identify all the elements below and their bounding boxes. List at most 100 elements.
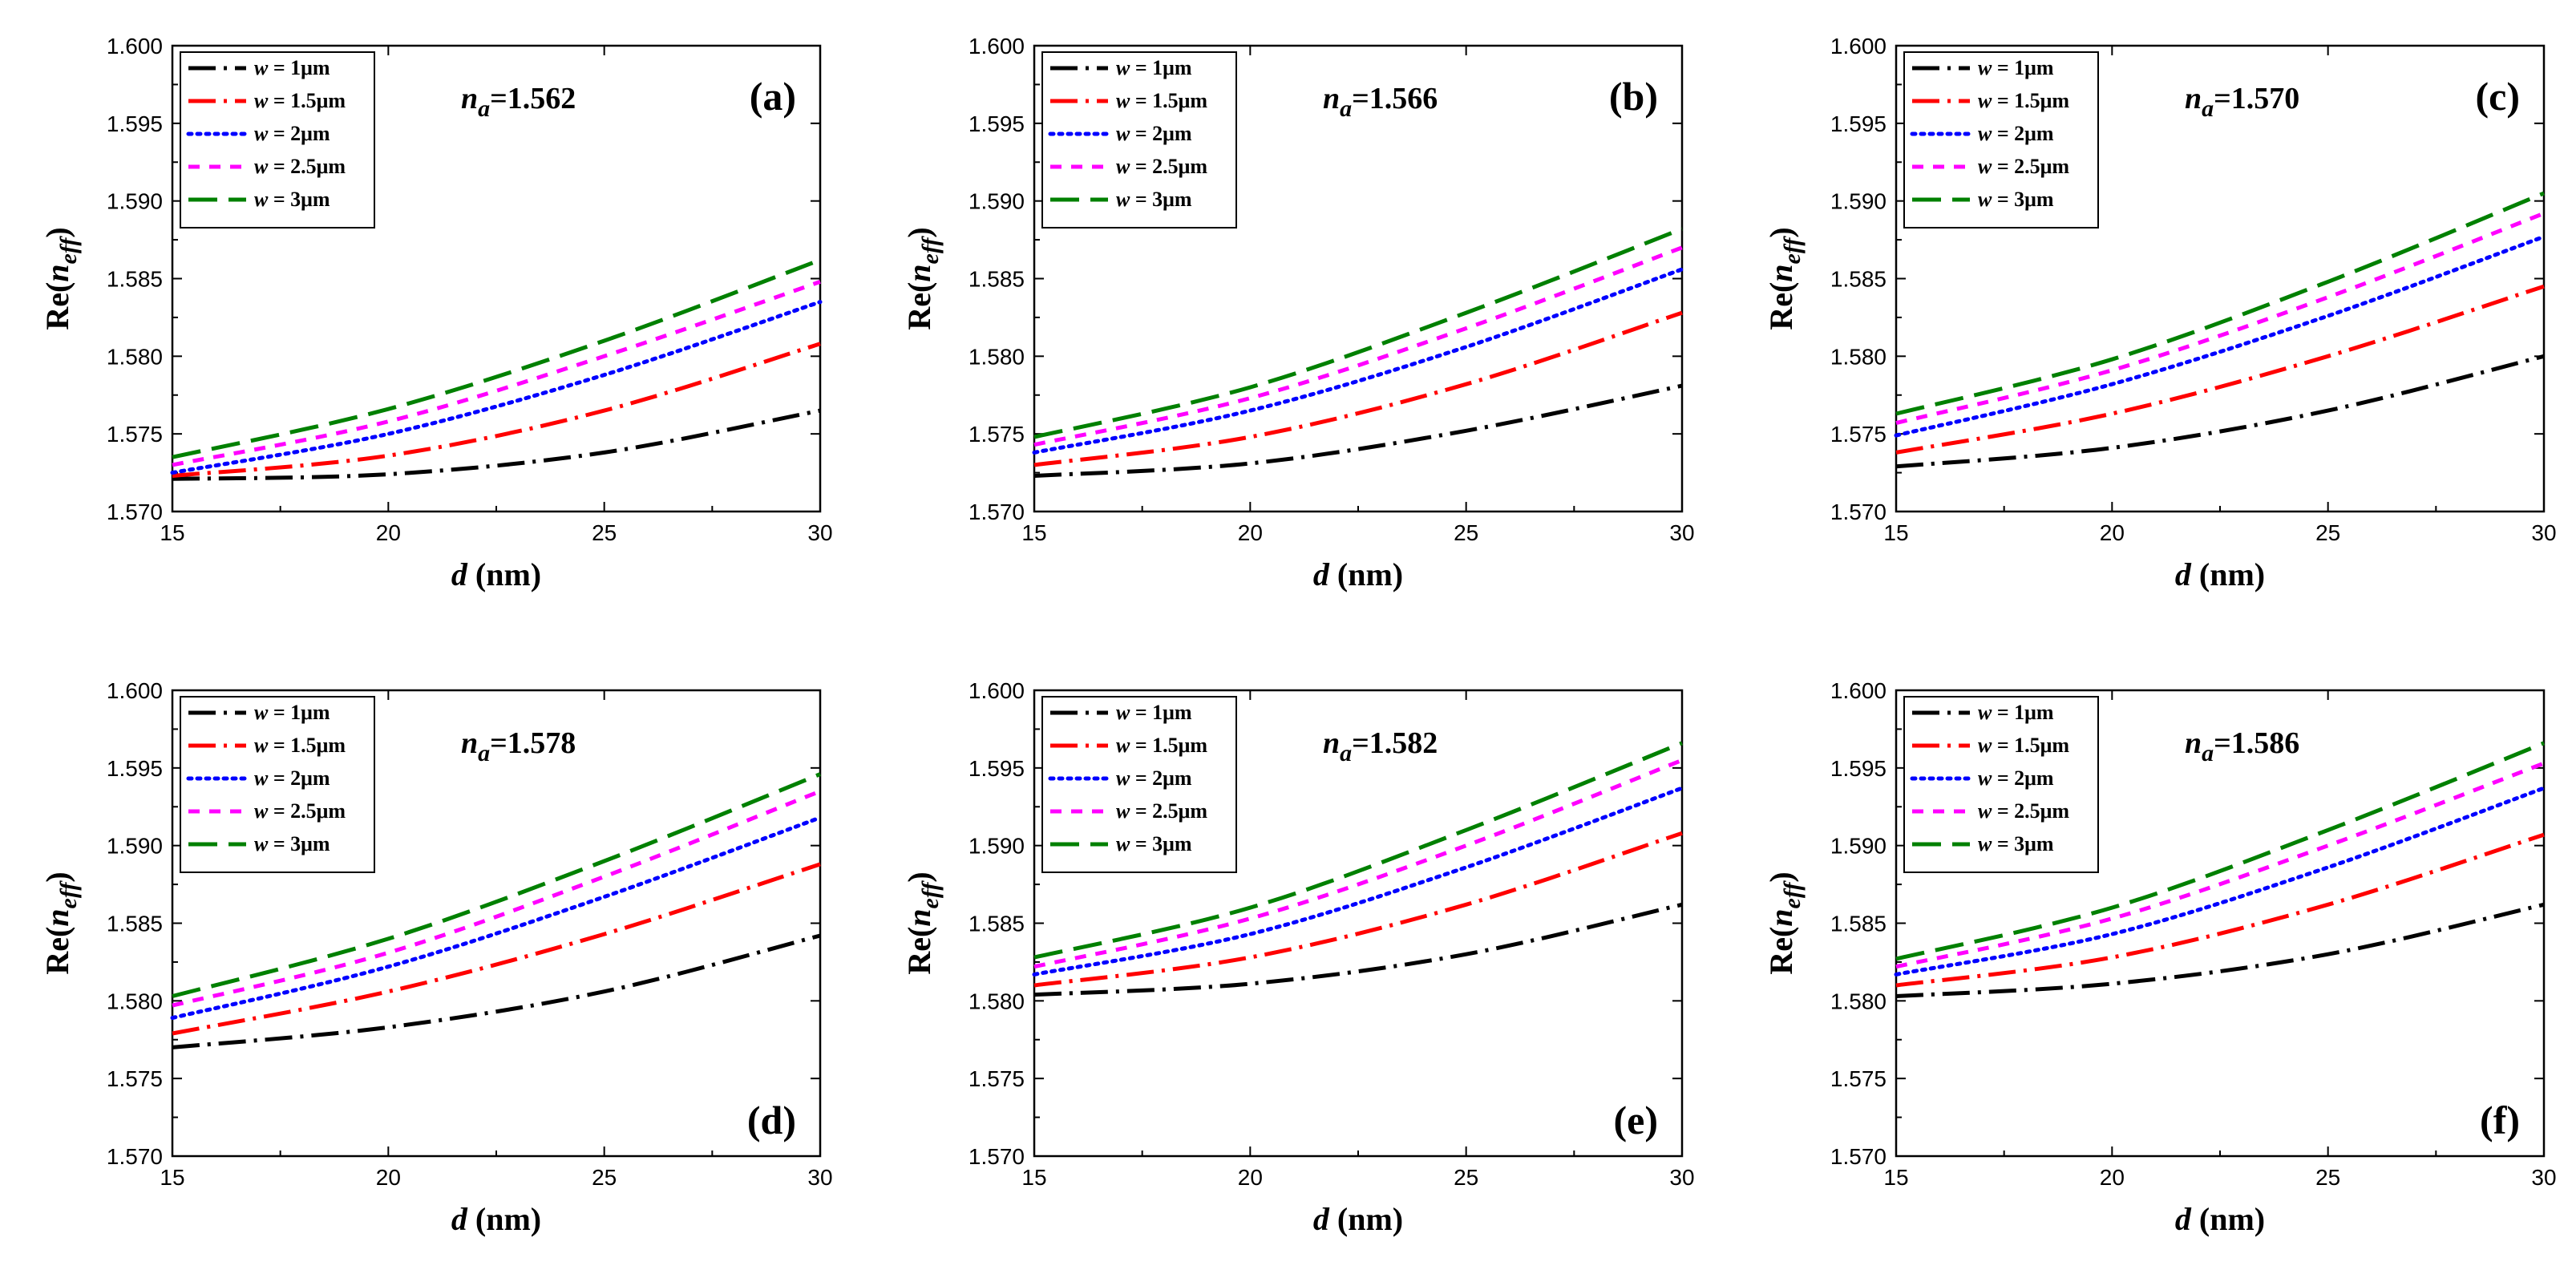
- y-tick-label: 1.580: [969, 344, 1025, 369]
- legend-var: w: [1978, 701, 1992, 724]
- series-line-3: [1894, 786, 2546, 977]
- legend-entry: w = 1μm: [254, 701, 330, 724]
- legend-label: = 1.5μm: [1992, 89, 2069, 112]
- x-tick-label: 15: [160, 1165, 184, 1190]
- na-annotation: na=1.582: [1323, 726, 1438, 766]
- y-axis-sub: eff: [1779, 880, 1806, 909]
- na-value: =1.566: [1352, 82, 1438, 115]
- y-axis-var: n: [901, 908, 937, 926]
- y-tick-label: 1.575: [1830, 1066, 1887, 1091]
- legend-entry: w = 2.5μm: [1116, 155, 1207, 178]
- x-axis-title: d (nm): [451, 556, 541, 592]
- legend-var: w: [254, 799, 269, 823]
- y-tick-label: 1.575: [969, 1066, 1025, 1091]
- legend-entry: w = 2μm: [1978, 766, 2054, 790]
- x-axis-unit: (nm): [2191, 1201, 2265, 1237]
- na-sub: a: [478, 740, 490, 766]
- x-tick-label: 15: [1021, 1165, 1046, 1190]
- y-axis-sub: eff: [55, 236, 82, 265]
- legend-var: w: [1978, 832, 1992, 855]
- y-tick-label: 1.580: [107, 989, 163, 1013]
- x-axis-unit: (nm): [467, 556, 541, 592]
- y-axis-suffix: ): [39, 871, 75, 882]
- y-axis-var: n: [1763, 908, 1799, 926]
- x-tick-label: 25: [2315, 520, 2340, 545]
- x-tick-label: 20: [1238, 1165, 1263, 1190]
- panel-letter: (e): [1614, 1098, 1659, 1142]
- y-tick-label: 1.585: [969, 912, 1025, 936]
- legend-entry: w = 2.5μm: [1978, 799, 2069, 823]
- y-tick-label: 1.575: [107, 1066, 163, 1091]
- y-tick-label: 1.590: [969, 834, 1025, 859]
- legend-label: = 2μm: [1992, 122, 2054, 145]
- y-axis-var: n: [39, 908, 75, 926]
- x-axis-var: d: [2175, 556, 2192, 592]
- y-tick-label: 1.585: [107, 912, 163, 936]
- legend-entry: w = 1μm: [1978, 56, 2054, 79]
- legend-entry: w = 2.5μm: [254, 799, 346, 823]
- y-tick-label: 1.580: [1830, 989, 1887, 1013]
- y-axis-title: Re(neff): [39, 871, 82, 974]
- x-tick-label: 25: [2315, 1165, 2340, 1190]
- x-axis-var: d: [1313, 556, 1330, 592]
- y-tick-label: 1.570: [1830, 1144, 1887, 1169]
- y-axis-var: n: [901, 264, 937, 281]
- y-axis-suffix: ): [1763, 227, 1799, 237]
- series-line-2: [1895, 284, 2545, 455]
- y-axis-title: Re(neff): [901, 227, 944, 330]
- legend-label: = 1μm: [268, 56, 330, 79]
- chart-panel-a: 15 20 25 30 1.570 1.575 1.580 1.585 1.590 1.595 1.…: [39, 34, 833, 592]
- legend-entry: w = 2μm: [1116, 766, 1192, 790]
- na-var: n: [2185, 82, 2202, 115]
- chart-panel-c: 15 20 25 30 1.570 1.575 1.580 1.585 1.590 1.595 1.…: [1763, 34, 2557, 592]
- x-tick-label: 20: [1238, 520, 1263, 545]
- legend-label: = 1μm: [1130, 56, 1192, 79]
- x-axis-var: d: [1313, 1201, 1330, 1237]
- x-axis-title: d (nm): [451, 1201, 541, 1237]
- x-axis-unit: (nm): [467, 1201, 541, 1237]
- y-tick-label: 1.600: [107, 678, 163, 703]
- x-axis-var: d: [451, 1201, 468, 1237]
- y-tick-label: 1.590: [1830, 189, 1887, 214]
- series-line-2: [172, 342, 821, 478]
- y-tick-label: 1.590: [1830, 834, 1887, 859]
- legend-label: = 2μm: [1130, 766, 1192, 790]
- legend-entry: w = 1.5μm: [1978, 734, 2069, 757]
- x-tick-label: 15: [160, 520, 184, 545]
- legend-entry: w = 3μm: [1978, 188, 2054, 211]
- x-tick-label: 20: [376, 520, 401, 545]
- na-annotation: na=1.566: [1323, 82, 1438, 122]
- x-tick-label: 30: [807, 1165, 832, 1190]
- legend-entry: w = 3μm: [254, 188, 330, 211]
- na-value: =1.586: [2214, 726, 2299, 760]
- x-tick-label: 15: [1883, 1165, 1908, 1190]
- legend-var: w: [1116, 799, 1130, 823]
- legend-label: = 2.5μm: [268, 799, 346, 823]
- na-annotation: na=1.570: [2185, 82, 2299, 122]
- legend-var: w: [254, 89, 269, 112]
- legend-entry: w = 2μm: [1116, 122, 1192, 145]
- y-axis-suffix: ): [901, 871, 937, 882]
- legend-label: = 2.5μm: [1130, 155, 1207, 178]
- x-tick-label: 30: [1669, 520, 1694, 545]
- series-line-5: [1895, 741, 2545, 961]
- legend-var: w: [1116, 56, 1130, 79]
- legend-entry: w = 3μm: [1116, 188, 1192, 211]
- legend-label: = 2.5μm: [1992, 155, 2069, 178]
- x-axis-var: d: [451, 556, 468, 592]
- legend-entry: w = 3μm: [1116, 832, 1192, 855]
- panel-letter: (f): [2480, 1098, 2520, 1142]
- legend-label: = 3μm: [268, 832, 330, 855]
- legend-var: w: [254, 155, 269, 178]
- series-line-3: [1032, 786, 1684, 977]
- x-tick-label: 20: [2100, 1165, 2125, 1190]
- x-tick-label: 20: [376, 1165, 401, 1190]
- series-line-5: [1033, 227, 1683, 439]
- series-line-5: [172, 257, 821, 459]
- legend-label: = 1μm: [1992, 56, 2054, 79]
- y-tick-label: 1.600: [1830, 34, 1887, 59]
- series-line-4: [1033, 758, 1683, 969]
- y-axis-title: Re(neff): [901, 871, 944, 974]
- series-line-2: [1895, 832, 2545, 988]
- y-tick-label: 1.575: [1830, 422, 1887, 447]
